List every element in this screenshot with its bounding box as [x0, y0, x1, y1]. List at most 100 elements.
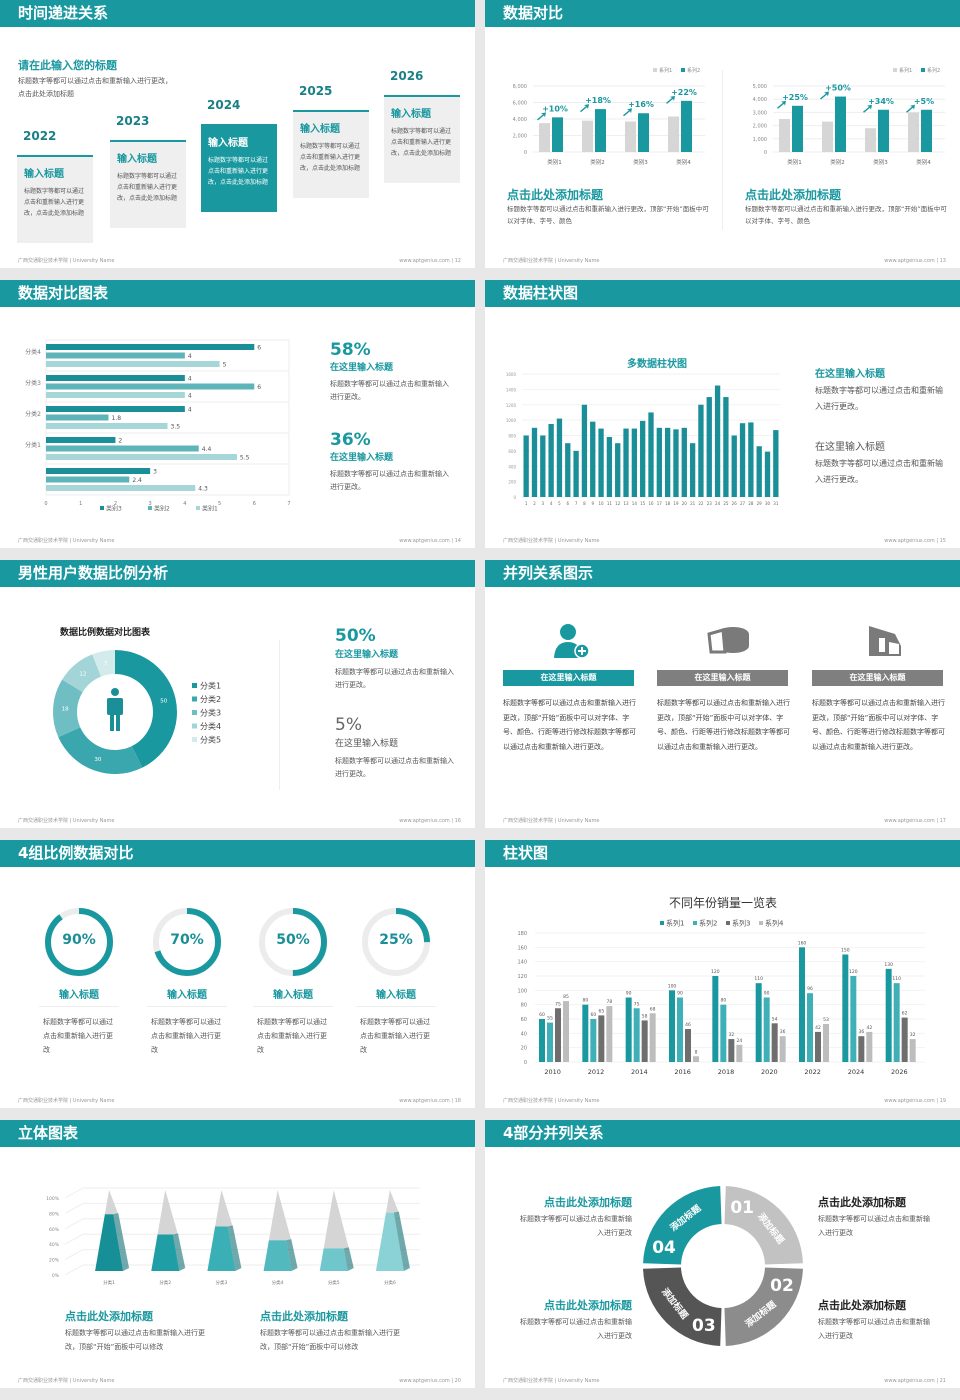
card-title: 输入标题: [208, 138, 248, 149]
horizontal-bar-chart: 分类4 6 4 5 分类3 4 6 4 分类2 4 1.8 3.5 分类1 2 4.4 5.5 3 2.4 4.3 0…: [25, 339, 291, 513]
data-label: 100: [668, 983, 677, 989]
block-text: 标题数字等都可以通过点击和重新输入进行更改。: [815, 459, 943, 484]
block-title: 点击此处添加标题: [818, 1299, 906, 1312]
stat-value: 36%: [330, 430, 371, 450]
female-user-add-icon: [554, 624, 590, 658]
subtitle-desc: 标题数字等都可以通过点击和重新输入进行更改，点击此处添加标题: [18, 77, 172, 98]
bar-类别3: [46, 344, 255, 350]
progress-ring: [45, 908, 113, 976]
y-tick-label: 3,000: [753, 110, 767, 116]
slide-title: 男性用户数据比例分析: [0, 560, 475, 587]
bar-系列3: [555, 1008, 561, 1062]
arrow-icon: [863, 104, 872, 113]
bar: [556, 418, 563, 497]
bar-系列1: [668, 116, 679, 152]
y-tick-label: 1400: [506, 387, 517, 392]
data-label: 90: [626, 991, 632, 997]
bar-系列1: [712, 976, 719, 1062]
stat-text: 标题数字等都可以通过点击和重新输入进行更改。: [330, 470, 449, 491]
y-tick-label: 60%: [49, 1227, 60, 1233]
item-title: 输入标题: [39, 986, 119, 1007]
stat-title: 在这里输入标题: [335, 739, 399, 749]
bar: [548, 423, 554, 497]
item-text: 标题数字等都可以通过点击和重新输入进行更改，顶部“开始”面板中可以对字体、字号、…: [657, 699, 790, 751]
y-tick-label: 0: [524, 1060, 527, 1066]
x-tick-label: 1: [525, 501, 528, 506]
data-label: 30: [94, 757, 101, 763]
x-tick-label: 5: [558, 501, 561, 506]
bar-系列2: [921, 109, 932, 152]
ring-value: 25%: [379, 932, 413, 948]
y-tick-label: 400: [508, 464, 516, 469]
growth-label: +25%: [782, 93, 808, 102]
ring-progress: [153, 908, 221, 976]
pyramid-empty: [104, 1190, 119, 1215]
slide-donut: 男性用户数据比例分析 数据比例数据对比图表 50 分类1 30 分类2 18 分类3 12 分类…: [0, 560, 475, 828]
x-tick-label: 31: [773, 501, 779, 506]
legend-swatch: [148, 506, 152, 510]
divider: [279, 640, 280, 790]
slide-3d-chart: 立体图表 0% 20% 40% 60% 80% 100% 分类1 分类2 分类3 分类4 分类5 分类…: [0, 1120, 475, 1388]
x-tick-label: 26: [732, 501, 738, 506]
legend-label: 系列2: [927, 67, 940, 74]
category-label: 分类1: [25, 441, 41, 449]
bar-系列1: [779, 119, 790, 152]
x-tick-label: 15: [640, 501, 646, 506]
data-label: 4: [188, 376, 192, 383]
data-label: 54: [772, 1016, 778, 1022]
legend-swatch: [893, 68, 897, 72]
pyramid-fill: [375, 1212, 404, 1271]
bar-系列1: [539, 1019, 545, 1062]
x-tick-label: 类别1: [787, 158, 802, 166]
data-label: 8: [695, 1049, 698, 1055]
bar-系列2: [595, 109, 606, 152]
bar: [590, 421, 596, 497]
block-title: 在这里输入标题: [815, 369, 885, 380]
donut-chart: 数据比例数据对比图表 50 分类1 30 分类2 18 分类3 12 分类4 7 分类5: [53, 626, 221, 774]
bar-类别1: [46, 392, 185, 398]
x-tick-label: 7: [575, 501, 578, 506]
y-tick-label: 8,000: [513, 84, 527, 90]
growth-label: +10%: [542, 104, 568, 113]
pyramid-chart: 0% 20% 40% 60% 80% 100% 分类1 分类2 分类3 分类4 分类5 分类6: [46, 1187, 420, 1286]
legend-swatch: [192, 696, 197, 702]
ring-value: 70%: [170, 932, 204, 948]
bar-系列3: [771, 1023, 778, 1062]
timeline-year: 2024: [207, 98, 241, 112]
y-tick-label: 1000: [506, 418, 517, 423]
legend-swatch: [653, 68, 657, 72]
slide-data-compare: 数据对比 0 2,000 4,000 6,000 8,000 +10% 类别1 +18% 类别2…: [485, 0, 960, 268]
card-title: 输入标题: [391, 109, 431, 120]
bar-系列3: [815, 1031, 821, 1062]
bar-类别2: [46, 352, 185, 359]
pyramid-side: [113, 1213, 130, 1271]
arrow-icon: [906, 104, 915, 113]
bar: [773, 430, 779, 497]
x-tick-label: 分类1: [103, 1279, 115, 1286]
x-tick-label: 20: [682, 501, 688, 506]
segment-number: 01: [730, 1198, 754, 1218]
data-label: 75: [555, 1001, 561, 1007]
card-text: 标题数字等都可以通过点击和重新输入进行更改，点击此处添加标题: [300, 143, 361, 172]
block-title: 点击此处添加标题: [544, 1196, 632, 1209]
bar-系列1: [822, 121, 833, 152]
slide-grouped-bar: 柱状图 不同年份销量一览表 系列1 系列2 系列3 系列4 0 20 40 60 80 100 120…: [485, 840, 960, 1108]
x-tick-label: 类别4: [916, 158, 931, 166]
timeline-card: 输入标题 标题数字等都可以通过点击和重新输入进行更改，点击此处添加标题: [384, 95, 460, 183]
category-label: 分类3: [25, 379, 41, 387]
x-tick-label: 3: [542, 501, 545, 506]
data-label: 3: [153, 469, 157, 476]
bar: [623, 428, 629, 497]
bar-系列1: [625, 997, 632, 1062]
legend-swatch: [192, 683, 197, 688]
slide-title: 立体图表: [0, 1120, 475, 1147]
bar-系列1: [625, 121, 636, 152]
legend-swatch: [192, 710, 197, 715]
bar-类别2: [46, 383, 255, 390]
footer-page: www.aptgenius.com | 17: [884, 818, 946, 824]
slide-title: 时间递进关系: [0, 0, 475, 27]
x-tick-label: 5: [218, 501, 221, 507]
x-tick-label: 2022: [804, 1068, 821, 1076]
x-tick-label: 13: [623, 501, 629, 506]
footer-page: www.aptgenius.com | 21: [884, 1378, 946, 1384]
